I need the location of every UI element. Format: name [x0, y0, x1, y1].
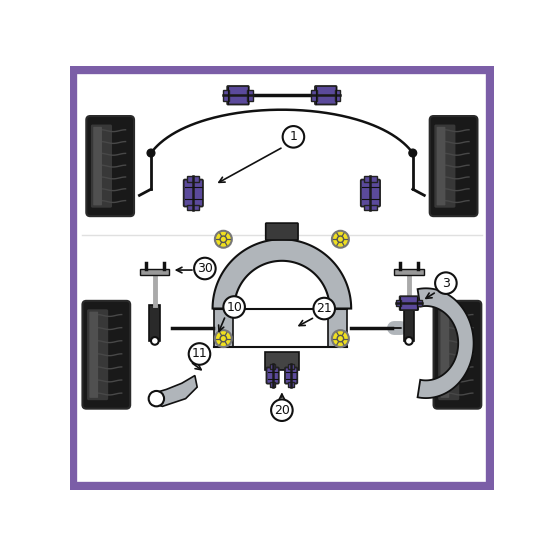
Text: 11: 11 — [191, 348, 207, 360]
FancyBboxPatch shape — [433, 301, 481, 409]
Circle shape — [151, 337, 158, 345]
Text: 21: 21 — [316, 302, 332, 315]
Circle shape — [405, 337, 413, 345]
Bar — [328, 309, 346, 347]
Circle shape — [220, 236, 227, 243]
Bar — [335, 90, 340, 101]
Circle shape — [194, 258, 216, 279]
Bar — [417, 300, 422, 306]
Bar — [404, 305, 414, 341]
Circle shape — [271, 399, 293, 421]
Bar — [265, 351, 299, 370]
Bar — [396, 300, 401, 306]
FancyBboxPatch shape — [87, 309, 108, 400]
Text: 1: 1 — [289, 130, 298, 144]
Polygon shape — [151, 376, 197, 406]
FancyBboxPatch shape — [86, 116, 134, 216]
Circle shape — [148, 391, 164, 406]
Bar — [140, 270, 169, 276]
FancyBboxPatch shape — [400, 296, 418, 310]
Text: 10: 10 — [226, 300, 242, 313]
Bar — [288, 364, 294, 370]
Circle shape — [332, 231, 349, 248]
Bar — [150, 305, 160, 341]
FancyBboxPatch shape — [184, 179, 203, 206]
Circle shape — [314, 298, 335, 320]
Bar — [364, 205, 377, 210]
Bar — [288, 382, 294, 387]
FancyBboxPatch shape — [361, 179, 380, 206]
Bar — [187, 176, 200, 182]
FancyBboxPatch shape — [82, 301, 130, 409]
FancyBboxPatch shape — [434, 124, 455, 208]
Circle shape — [332, 330, 349, 347]
FancyBboxPatch shape — [227, 86, 249, 104]
Bar — [214, 309, 233, 347]
FancyBboxPatch shape — [285, 367, 297, 384]
Circle shape — [337, 236, 344, 243]
FancyBboxPatch shape — [441, 312, 449, 398]
Circle shape — [215, 330, 232, 347]
FancyBboxPatch shape — [438, 309, 459, 400]
FancyBboxPatch shape — [89, 312, 98, 398]
Circle shape — [147, 149, 155, 157]
Circle shape — [223, 296, 245, 318]
Circle shape — [337, 336, 344, 342]
Bar — [270, 364, 276, 370]
FancyBboxPatch shape — [437, 127, 446, 205]
FancyBboxPatch shape — [91, 124, 112, 208]
Bar — [364, 176, 377, 182]
Text: 3: 3 — [442, 277, 450, 290]
Text: 30: 30 — [197, 262, 213, 275]
Circle shape — [215, 231, 232, 248]
FancyBboxPatch shape — [430, 116, 477, 216]
FancyBboxPatch shape — [267, 367, 279, 384]
FancyBboxPatch shape — [266, 223, 298, 240]
Circle shape — [409, 149, 417, 157]
Bar — [248, 90, 252, 101]
Bar — [311, 90, 317, 101]
Bar — [394, 270, 424, 276]
Circle shape — [189, 343, 210, 365]
Text: 20: 20 — [274, 404, 290, 417]
FancyBboxPatch shape — [315, 86, 337, 104]
Circle shape — [220, 336, 227, 342]
Circle shape — [435, 272, 456, 294]
Polygon shape — [417, 288, 474, 398]
Bar — [223, 90, 229, 101]
Bar — [187, 205, 200, 210]
Bar — [270, 382, 276, 387]
Polygon shape — [212, 239, 351, 309]
FancyBboxPatch shape — [93, 127, 102, 205]
Circle shape — [283, 126, 304, 147]
